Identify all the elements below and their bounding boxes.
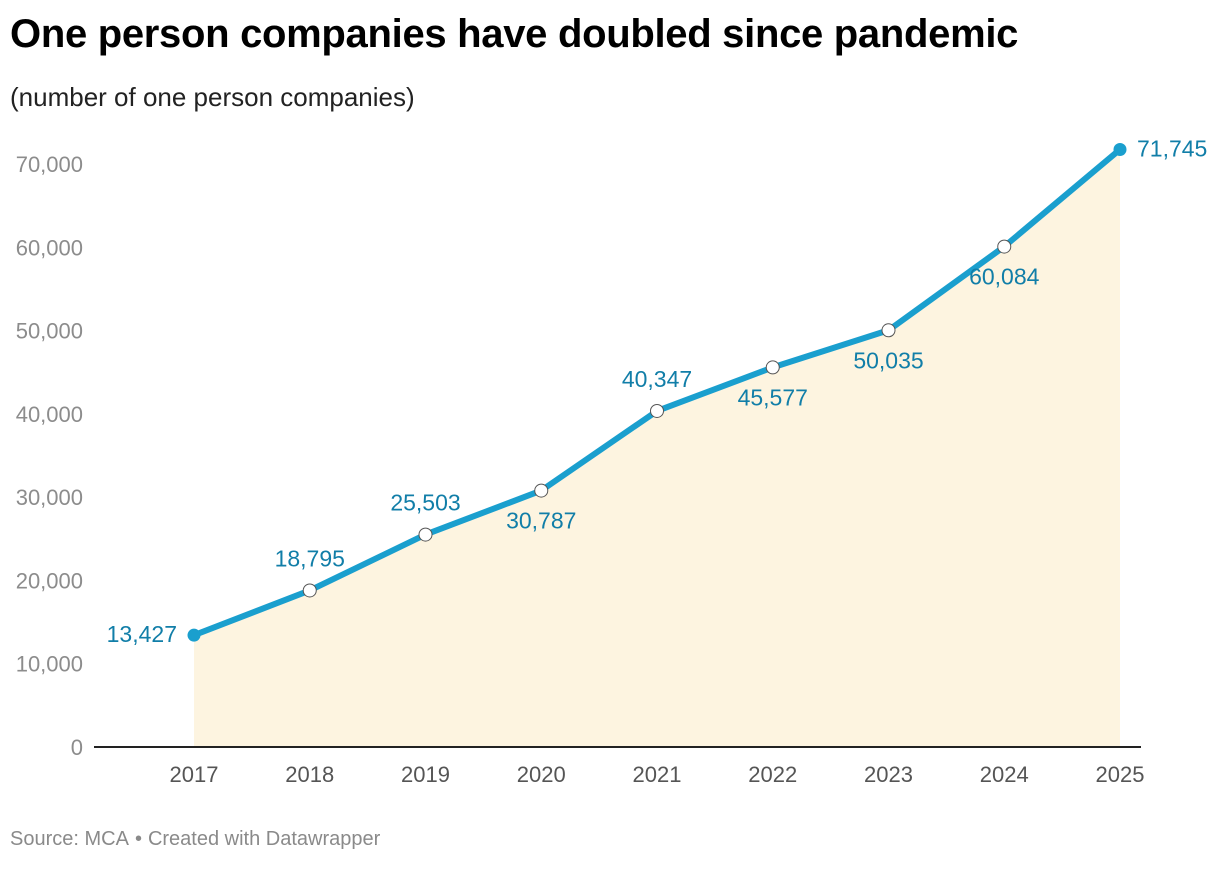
y-tick-label: 20,000: [16, 568, 83, 593]
data-label: 60,084: [969, 264, 1040, 290]
x-tick-label: 2025: [1096, 762, 1145, 787]
y-tick-label: 70,000: [16, 152, 83, 177]
x-tick-label: 2020: [517, 762, 566, 787]
data-label: 50,035: [853, 347, 923, 373]
data-point: [1113, 142, 1127, 156]
y-tick-label: 60,000: [16, 235, 83, 260]
data-point: [650, 403, 664, 418]
x-tick-label: 2024: [980, 762, 1029, 787]
credit-link[interactable]: Created with Datawrapper: [147, 828, 381, 850]
data-point: [187, 628, 201, 642]
y-tick-label: 0: [71, 735, 83, 760]
data-label: 30,787: [506, 508, 576, 534]
data-label: 71,745: [1137, 135, 1207, 161]
footer-separator: •: [134, 828, 142, 850]
data-label: 18,795: [275, 545, 345, 571]
source-note: Source: MCA: [10, 828, 129, 850]
data-label: 13,427: [107, 621, 177, 647]
data-point: [418, 527, 433, 542]
y-tick-label: 30,000: [16, 485, 83, 510]
chart-title: One person companies have doubled since …: [10, 12, 1019, 56]
area-fill: [194, 149, 1120, 747]
chart-subtitle: (number of one person companies): [10, 82, 415, 112]
x-tick-label: 2017: [170, 762, 219, 787]
x-tick-label: 2018: [285, 762, 334, 787]
data-point: [881, 323, 896, 338]
x-tick-label: 2022: [748, 762, 797, 787]
x-tick-label: 2023: [864, 762, 913, 787]
y-tick-label: 40,000: [16, 402, 83, 427]
data-point: [765, 360, 780, 375]
data-point: [997, 239, 1012, 254]
y-tick-label: 50,000: [16, 319, 83, 344]
x-tick-label: 2021: [633, 762, 682, 787]
data-label: 45,577: [738, 384, 808, 410]
data-label: 25,503: [390, 490, 460, 516]
chart-footer: Source: MCA • Created with Datawrapper: [10, 828, 380, 851]
x-tick-label: 2019: [401, 762, 450, 787]
y-tick-label: 10,000: [16, 652, 83, 677]
data-label: 40,347: [622, 366, 692, 392]
data-point: [302, 583, 317, 598]
data-point: [534, 483, 549, 498]
